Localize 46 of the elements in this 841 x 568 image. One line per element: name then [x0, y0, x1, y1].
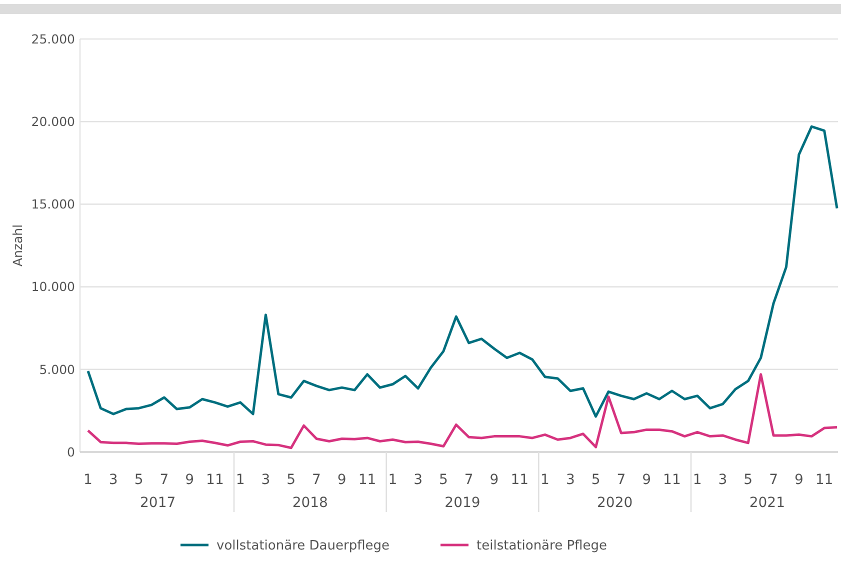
x-tick-label: 5: [591, 472, 600, 488]
x-tick-label: 3: [261, 472, 270, 488]
x-tick-label: 5: [134, 472, 144, 488]
text: 2019: [444, 495, 480, 511]
y-tick-label: 25.000: [31, 31, 76, 46]
y-tick-label: 5.000: [39, 362, 76, 377]
legend-label: vollstationäre Dauerpflege: [216, 538, 390, 554]
legend-label: teilstationäre Pflege: [476, 538, 607, 554]
x-tick-label: 5: [744, 472, 753, 488]
x-tick-label: 7: [769, 472, 778, 488]
x-tick-label: 5: [438, 472, 448, 488]
x-tick-label: 3: [566, 472, 575, 488]
text: 2020: [597, 495, 633, 511]
x-tick-label: 11: [510, 472, 529, 488]
line-series: [86, 125, 838, 418]
line-series: [86, 373, 838, 450]
y-tick-label: 0: [67, 444, 76, 460]
text: 2021: [749, 495, 785, 511]
x-tick-label: 7: [464, 472, 474, 488]
x-tick-label: 9: [337, 472, 346, 488]
x-tick-label: 11: [358, 472, 376, 488]
x-tick-label: 9: [642, 472, 652, 488]
x-tick-label: 1: [692, 472, 702, 488]
y-tick-label: 15.000: [31, 196, 76, 212]
x-tick-label: 9: [185, 472, 194, 488]
x-tick-label: 3: [414, 472, 423, 488]
y-axis-title: Anzahl: [10, 224, 25, 267]
y-tick-label: 20.000: [31, 114, 76, 129]
x-tick-label: 1: [236, 472, 245, 488]
x-tick-label: 11: [206, 472, 224, 488]
x-tick-label: 3: [718, 472, 728, 488]
y-tick-label: 10.000: [31, 279, 76, 294]
x-tick-label: 7: [160, 472, 169, 488]
x-tick-label: 5: [286, 472, 296, 488]
text: 2017: [140, 495, 176, 511]
x-tick-label: 11: [815, 472, 834, 488]
x-tick-label: 1: [540, 472, 550, 488]
x-tick-label: 1: [388, 472, 398, 488]
x-tick-label: 7: [312, 472, 321, 488]
text: 2018: [292, 495, 328, 511]
x-tick-label: 11: [663, 472, 681, 488]
x-tick-label: 3: [108, 472, 118, 488]
x-tick-label: 7: [616, 472, 626, 488]
x-tick-label: 1: [84, 472, 92, 488]
x-tick-label: 9: [490, 472, 499, 488]
x-tick-label: 9: [794, 472, 804, 488]
